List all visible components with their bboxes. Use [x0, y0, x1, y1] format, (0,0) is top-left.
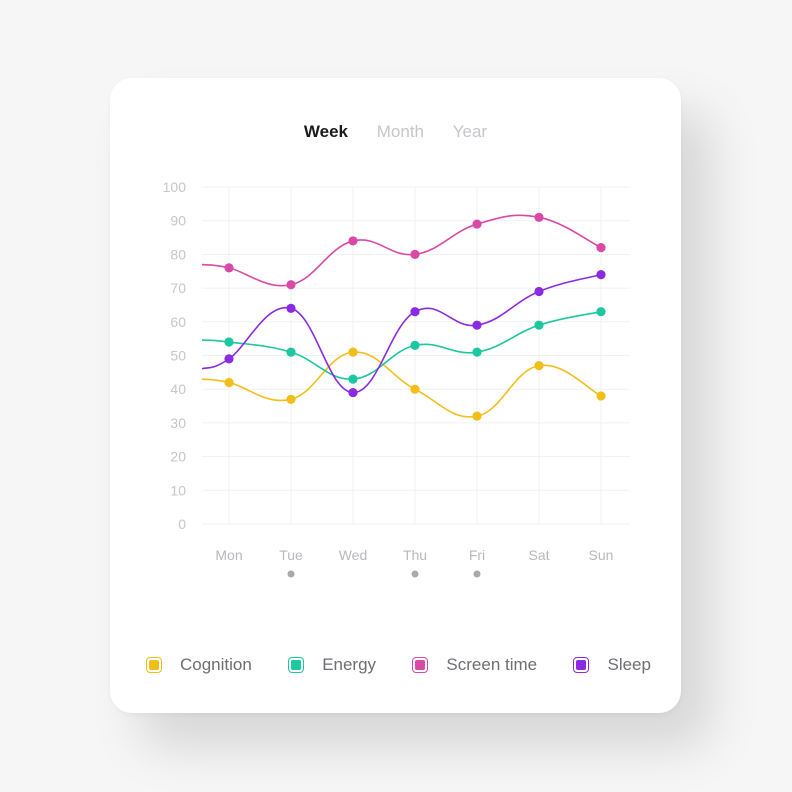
tab-week[interactable]: Week	[303, 122, 349, 141]
point-energy-mon	[224, 337, 234, 347]
point-sleep-mon	[224, 354, 234, 364]
point-cognition-fri	[472, 411, 482, 421]
legend-label-sleep: Sleep	[607, 655, 651, 674]
legend-item-screen-time[interactable]: Screen time	[412, 655, 537, 675]
point-energy-sat	[534, 320, 544, 330]
legend-label-cognition: Cognition	[180, 655, 252, 674]
point-sleep-wed	[348, 387, 358, 398]
point-screen-time-tue	[286, 280, 296, 290]
series-line-cognition	[201, 351, 602, 418]
point-screen-time-sun	[596, 243, 606, 253]
point-cognition-mon	[224, 377, 234, 388]
legend-item-sleep[interactable]: Sleep	[573, 655, 651, 675]
point-energy-wed	[348, 374, 358, 384]
x-tick-label: Mon	[215, 547, 242, 563]
legend-swatch-energy	[288, 657, 305, 673]
y-tick-label: 10	[170, 482, 186, 498]
point-sleep-sun	[596, 270, 606, 280]
day-indicator-dot	[411, 570, 419, 578]
point-energy-fri	[472, 347, 482, 357]
y-tick-label: 0	[178, 516, 186, 532]
point-energy-sun	[596, 307, 606, 317]
period-tabs: Week Month Year	[110, 122, 681, 142]
day-indicator-dot	[473, 570, 481, 578]
legend-swatch-cognition	[146, 657, 162, 673]
point-energy-tue	[286, 347, 296, 357]
point-screen-time-fri	[472, 219, 482, 229]
point-sleep-thu	[410, 307, 420, 317]
point-screen-time-sat	[534, 212, 544, 222]
series-line-screen-time	[201, 214, 602, 287]
y-tick-label: 20	[170, 449, 186, 465]
x-tick-label: Sun	[589, 547, 614, 563]
point-cognition-tue	[286, 394, 296, 404]
legend-swatch-screen-time	[412, 657, 429, 673]
series-line-energy	[201, 310, 602, 380]
legend: Cognition Energy Screen time Sleep	[146, 655, 651, 675]
x-tick-label: Thu	[403, 547, 427, 563]
point-cognition-wed	[348, 347, 358, 357]
legend-label-energy: Energy	[322, 655, 377, 674]
y-tick-label: 60	[170, 314, 186, 330]
point-sleep-tue	[286, 303, 296, 313]
point-cognition-thu	[410, 384, 420, 394]
point-sleep-fri	[472, 320, 482, 330]
legend-swatch-sleep	[573, 657, 590, 673]
chart-card: Week Month Year 0 10 20 30 40 50 60 70 80 90 100 Mo…	[110, 78, 681, 713]
x-tick-label: Wed	[339, 547, 368, 563]
y-tick-label: 50	[170, 348, 186, 364]
line-chart: 0 10 20 30 40 50 60 70 80 90 100 Mon Tue Wed Thu Fri Sat…	[163, 179, 630, 578]
x-tick-label: Fri	[469, 547, 485, 563]
y-tick-label: 40	[170, 381, 186, 397]
point-energy-thu	[410, 340, 420, 350]
x-tick-label: Sat	[528, 547, 549, 563]
tab-year[interactable]: Year	[452, 122, 488, 141]
point-cognition-sat	[534, 361, 544, 371]
tab-month[interactable]: Month	[376, 122, 424, 141]
series-line-sleep	[201, 273, 602, 394]
point-sleep-sat	[534, 286, 544, 297]
x-tick-label: Tue	[279, 547, 303, 563]
legend-label-screen-time: Screen time	[446, 655, 538, 674]
y-tick-label: 90	[170, 213, 186, 229]
legend-item-energy[interactable]: Energy	[288, 655, 376, 675]
point-screen-time-thu	[410, 249, 420, 259]
day-indicator-dot	[287, 570, 295, 578]
point-screen-time-mon	[224, 263, 234, 273]
y-tick-label: 70	[170, 280, 186, 296]
y-tick-label: 100	[163, 179, 187, 195]
legend-item-cognition[interactable]: Cognition	[146, 655, 252, 675]
y-tick-label: 80	[170, 246, 186, 262]
point-screen-time-wed	[348, 236, 358, 246]
y-tick-label: 30	[170, 415, 186, 431]
point-cognition-sun	[596, 391, 606, 401]
